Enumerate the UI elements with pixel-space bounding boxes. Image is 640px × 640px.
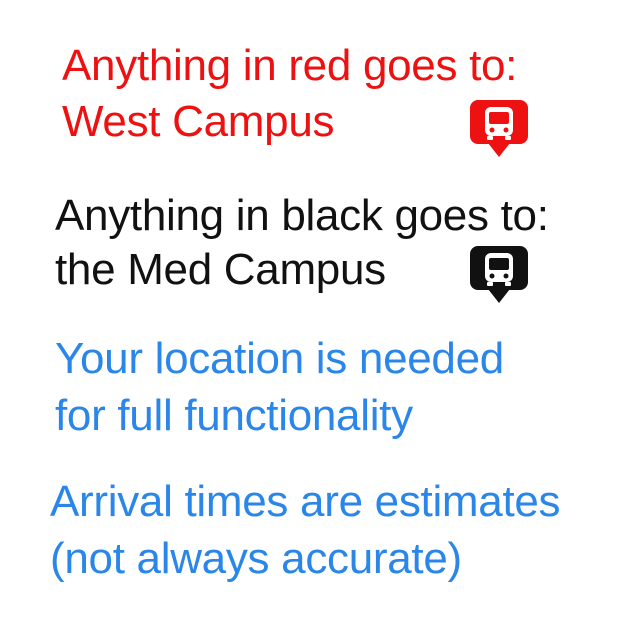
location-notice-line2: for full functionality bbox=[55, 391, 413, 440]
west-legend-line2: West Campus bbox=[62, 97, 335, 146]
black-bus-marker-icon bbox=[470, 246, 528, 304]
arrival-notice-line2: (not always accurate) bbox=[50, 534, 462, 583]
med-legend-line1: Anything in black goes to: bbox=[55, 191, 549, 240]
west-legend-line1: Anything in red goes to: bbox=[62, 41, 518, 90]
red-bus-marker-icon bbox=[470, 100, 528, 158]
med-legend-line2: the Med Campus bbox=[55, 245, 386, 294]
location-notice-line1: Your location is needed bbox=[55, 334, 504, 383]
arrival-notice-line1: Arrival times are estimates bbox=[50, 477, 561, 526]
